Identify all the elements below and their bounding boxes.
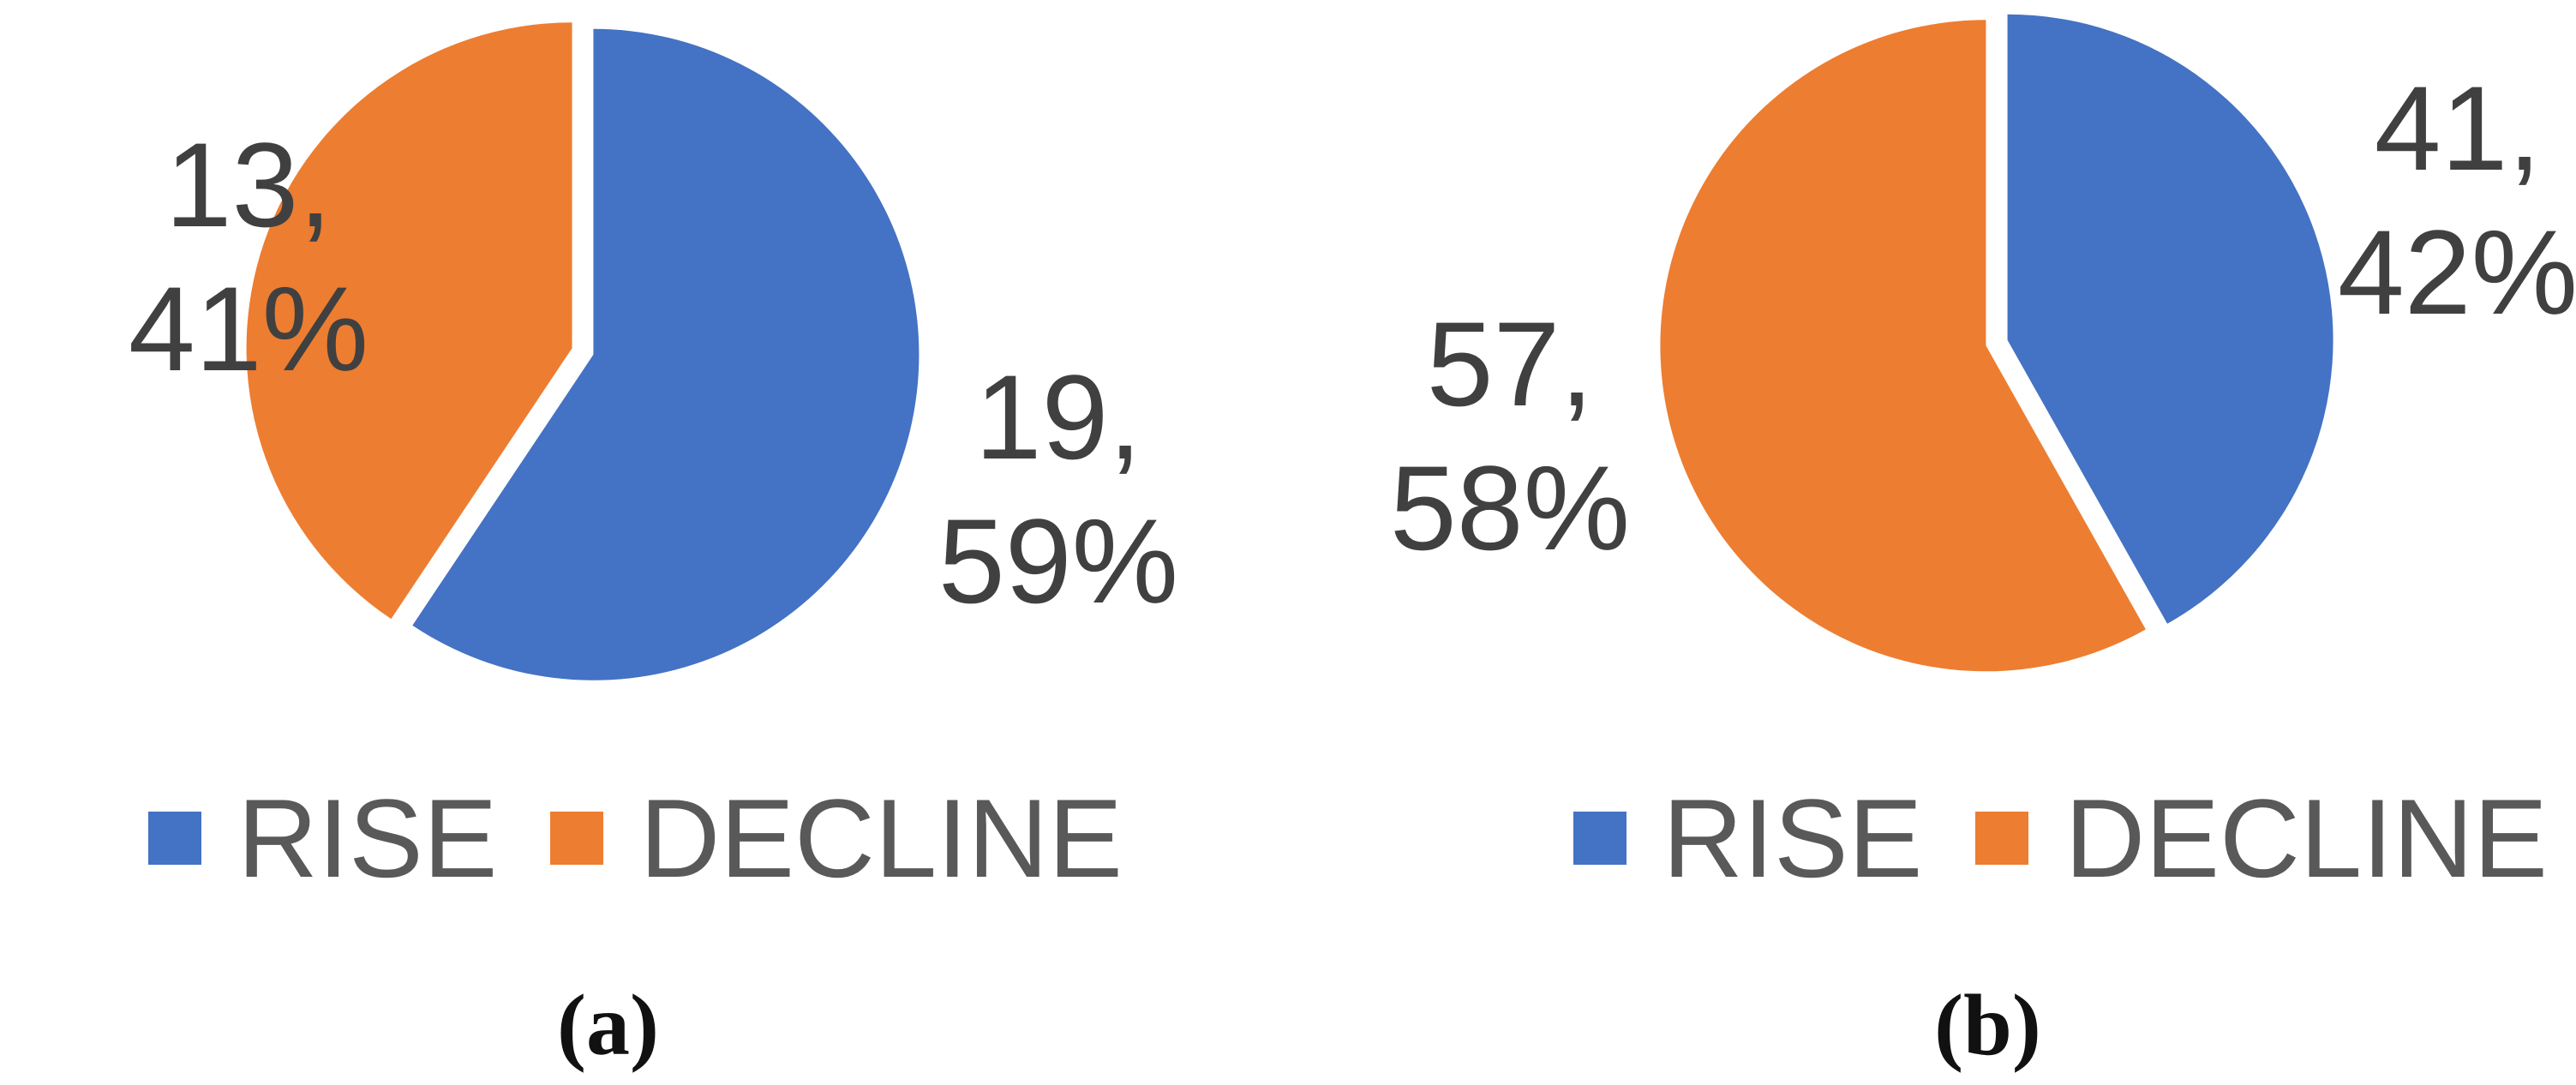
slice-label-rise-b: 41, 42% xyxy=(2244,57,2576,345)
slice-label-line: 13, xyxy=(165,117,332,252)
legend-swatch-rise-icon xyxy=(1573,812,1627,865)
slice-label-line: 58% xyxy=(1389,441,1631,575)
legend-item-decline: DECLINE xyxy=(550,771,1123,905)
slice-label-line: 41% xyxy=(128,261,369,396)
legend-label-rise: RISE xyxy=(237,776,498,901)
legend-label-rise: RISE xyxy=(1662,776,1923,901)
legend-swatch-decline-icon xyxy=(550,812,604,865)
legend-item-rise: RISE xyxy=(148,771,497,905)
slice-label-line: 41, xyxy=(2374,61,2542,195)
slice-label-decline-b: 57, 58% xyxy=(1296,292,1724,580)
pie-chart-a: 13, 41% 19, 59% RISE DECLINE (a) xyxy=(0,22,1279,1074)
legend-label-decline: DECLINE xyxy=(2064,776,2548,901)
slice-label-decline-a: 13, 41% xyxy=(34,113,463,401)
legend-a: RISE DECLINE xyxy=(0,771,1279,905)
legend-b: RISE DECLINE xyxy=(1417,771,2576,905)
legend-item-decline: DECLINE xyxy=(1975,771,2548,905)
pie-a xyxy=(246,22,920,680)
pie-slice-decline xyxy=(1660,20,2146,672)
slice-label-line: 57, xyxy=(1426,297,1594,431)
caption-a: (a) xyxy=(557,977,659,1074)
legend-swatch-decline-icon xyxy=(1975,812,2029,865)
legend-swatch-rise-icon xyxy=(148,812,202,865)
pie-slice-rise xyxy=(2007,14,2333,624)
slice-label-rise-a: 19, 59% xyxy=(844,345,1273,633)
pie-b xyxy=(1660,14,2333,672)
pie-slice-rise xyxy=(412,28,920,680)
legend-item-rise: RISE xyxy=(1573,771,1922,905)
pie-slice-decline xyxy=(246,22,572,620)
caption-b: (b) xyxy=(1934,977,2041,1074)
slice-label-line: 19, xyxy=(974,350,1142,484)
pie-chart-b: 41, 42% 57, 58% RISE DECLINE (b) xyxy=(1288,0,2576,1085)
legend-label-decline: DECLINE xyxy=(639,776,1123,901)
slice-label-line: 59% xyxy=(938,494,1179,628)
slice-label-line: 42% xyxy=(2337,205,2576,339)
